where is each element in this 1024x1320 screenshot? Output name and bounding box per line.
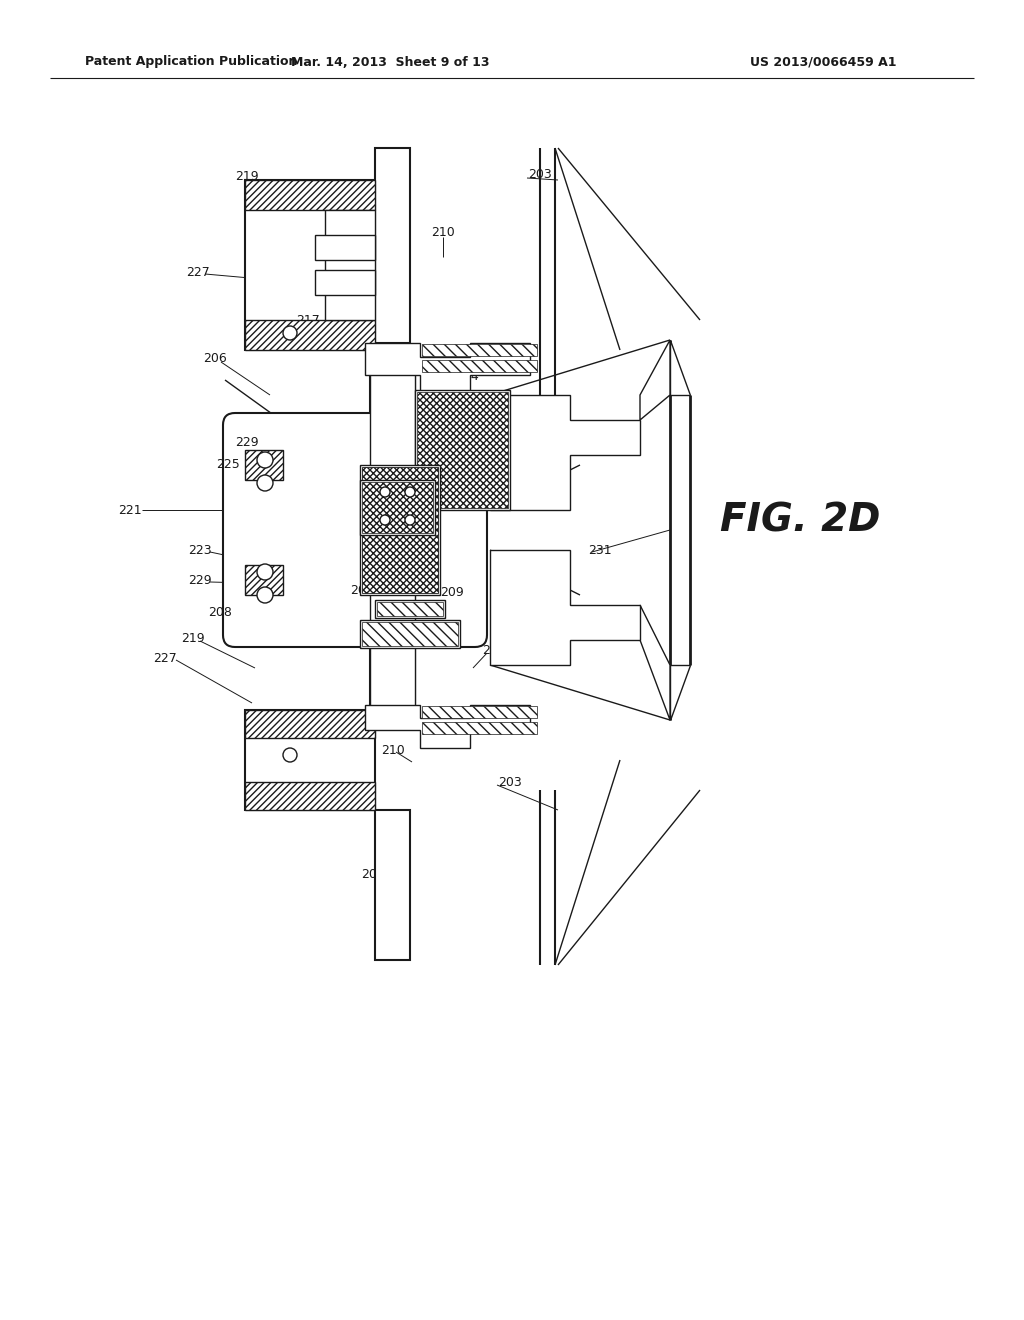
Circle shape <box>283 326 297 341</box>
Bar <box>362 622 458 645</box>
Bar <box>415 389 510 510</box>
Text: 229: 229 <box>188 573 212 586</box>
Text: 208: 208 <box>208 606 232 619</box>
Circle shape <box>380 487 390 498</box>
Bar <box>375 601 445 618</box>
Bar <box>377 602 443 616</box>
Text: US 2013/0066459 A1: US 2013/0066459 A1 <box>750 55 896 69</box>
Text: 205: 205 <box>482 644 506 656</box>
Circle shape <box>283 748 297 762</box>
Bar <box>422 722 537 734</box>
Text: 209: 209 <box>440 586 464 598</box>
Bar <box>315 235 375 260</box>
Circle shape <box>257 564 273 579</box>
Text: 217: 217 <box>296 314 319 326</box>
Bar <box>370 345 415 715</box>
Text: 221: 221 <box>118 503 141 516</box>
Bar <box>245 319 375 350</box>
Circle shape <box>406 515 415 525</box>
Polygon shape <box>365 705 530 748</box>
Bar <box>417 392 508 508</box>
Bar <box>360 480 435 535</box>
Text: Patent Application Publication: Patent Application Publication <box>85 55 297 69</box>
Bar <box>245 180 375 210</box>
FancyBboxPatch shape <box>223 413 487 647</box>
Polygon shape <box>670 341 690 395</box>
Text: 206: 206 <box>203 351 227 364</box>
Text: 210: 210 <box>431 226 455 239</box>
Text: 213: 213 <box>421 421 444 434</box>
Bar <box>375 345 410 715</box>
Circle shape <box>257 451 273 469</box>
Text: 229: 229 <box>236 436 259 449</box>
Bar <box>362 482 433 533</box>
Text: 211: 211 <box>443 441 467 454</box>
Circle shape <box>257 587 273 603</box>
Polygon shape <box>365 343 530 395</box>
Text: FIG. 2D: FIG. 2D <box>720 502 881 539</box>
Bar <box>245 565 283 595</box>
Bar <box>422 345 537 356</box>
Text: 201: 201 <box>383 156 407 169</box>
Text: 204: 204 <box>455 371 479 384</box>
Text: 219: 219 <box>181 631 205 644</box>
Polygon shape <box>490 395 640 510</box>
Bar <box>315 271 375 294</box>
Bar <box>325 210 375 319</box>
Bar <box>245 710 375 810</box>
Bar <box>245 781 375 810</box>
Text: 227: 227 <box>154 652 177 664</box>
Text: 203: 203 <box>498 776 522 788</box>
Text: 231: 231 <box>588 544 611 557</box>
Polygon shape <box>640 341 670 420</box>
Text: 207: 207 <box>350 583 374 597</box>
Polygon shape <box>490 550 640 665</box>
Bar <box>422 706 537 718</box>
Bar <box>375 148 410 343</box>
Bar <box>360 620 460 648</box>
Bar <box>245 710 375 738</box>
Bar <box>375 810 410 960</box>
Text: 219: 219 <box>236 170 259 183</box>
Text: Mar. 14, 2013  Sheet 9 of 13: Mar. 14, 2013 Sheet 9 of 13 <box>291 55 489 69</box>
Text: 223: 223 <box>188 544 212 557</box>
Circle shape <box>380 515 390 525</box>
Text: 227: 227 <box>186 265 210 279</box>
Bar <box>360 465 440 595</box>
Bar <box>422 360 537 372</box>
Polygon shape <box>640 605 670 719</box>
Circle shape <box>406 487 415 498</box>
Bar <box>362 467 438 593</box>
Bar <box>245 180 375 350</box>
Text: 203: 203 <box>528 169 552 181</box>
Text: 210: 210 <box>381 743 404 756</box>
Polygon shape <box>670 665 690 719</box>
Circle shape <box>257 475 273 491</box>
Text: 201: 201 <box>361 869 385 882</box>
Text: 225: 225 <box>216 458 240 471</box>
Bar <box>245 450 283 480</box>
